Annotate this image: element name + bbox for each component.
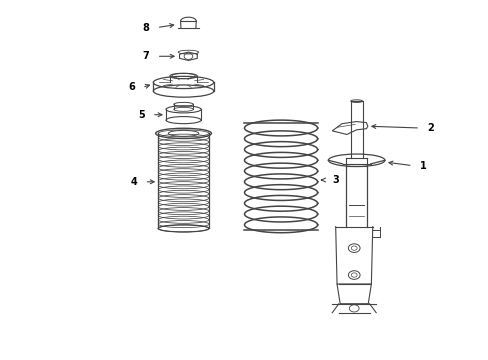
Text: 4: 4 — [130, 177, 137, 187]
Text: 8: 8 — [142, 23, 149, 33]
Text: 6: 6 — [128, 82, 135, 93]
Text: 2: 2 — [427, 123, 433, 133]
Text: 5: 5 — [138, 110, 144, 120]
Text: 3: 3 — [331, 175, 338, 185]
Text: 1: 1 — [419, 161, 426, 171]
Text: 7: 7 — [142, 51, 149, 61]
